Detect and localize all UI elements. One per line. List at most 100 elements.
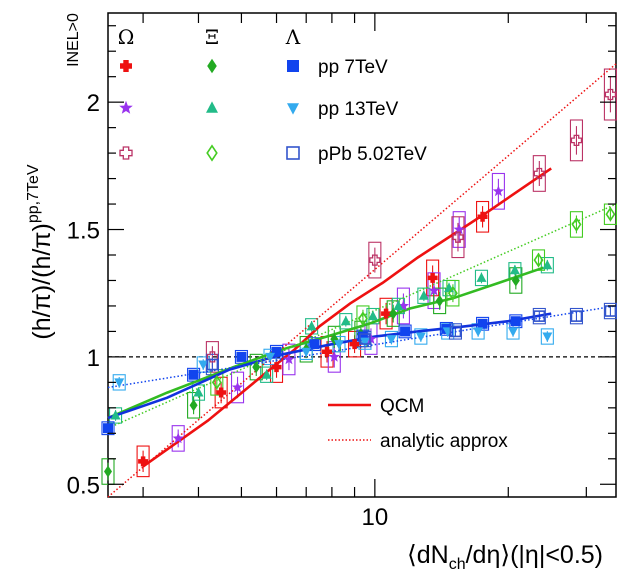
data-point — [473, 327, 484, 337]
systematic-box — [426, 259, 440, 297]
data-point — [193, 387, 204, 397]
systematic-box — [491, 172, 505, 210]
systematic-box — [230, 371, 245, 404]
data-point — [114, 378, 125, 388]
x-axis-title-open: ⟨dN — [407, 541, 449, 569]
data-point — [492, 185, 505, 197]
data-point — [452, 231, 464, 243]
systematic-box — [540, 328, 554, 345]
data-point — [309, 339, 320, 350]
data-point — [349, 339, 360, 350]
legend-marker — [287, 103, 299, 115]
data-point — [367, 310, 378, 321]
data-point — [542, 332, 553, 343]
y-axis-title: (h/π)/(h/π)pp,7TeV — [25, 164, 56, 339]
data-point — [389, 307, 398, 320]
data-point — [447, 285, 458, 301]
data-point — [533, 252, 544, 268]
systematic-box — [366, 307, 380, 325]
systematic-box — [569, 211, 584, 238]
data-point — [357, 331, 368, 342]
y-axis-title-subscript: INEL>0 — [65, 13, 82, 67]
data-point — [189, 399, 198, 412]
data-point — [206, 351, 219, 363]
data-point — [509, 264, 520, 275]
legend-marker — [206, 144, 218, 162]
data-point — [477, 211, 488, 222]
systematic-box — [569, 307, 584, 325]
data-point — [381, 308, 392, 319]
data-point — [333, 340, 344, 350]
systematic-box — [446, 279, 460, 307]
systematic-box — [384, 330, 398, 348]
data-point — [449, 325, 462, 338]
legend-header-omega: Ω — [118, 25, 135, 49]
x-axis-title-sub: ch — [449, 556, 466, 573]
data-point — [216, 387, 227, 398]
data-point — [397, 299, 410, 311]
data-point — [453, 223, 465, 235]
qcm-curve — [142, 167, 552, 468]
systematic-box — [101, 421, 115, 436]
data-point — [510, 316, 521, 327]
data-point — [542, 259, 553, 270]
data-point — [435, 294, 444, 307]
legend-label-analytic: analytic approx — [380, 431, 508, 452]
analytic-approx-curve — [107, 63, 617, 498]
data-point — [393, 300, 404, 310]
legend-label-pp7: pp 7TeV — [318, 57, 388, 78]
legend-marker — [119, 146, 133, 160]
data-point — [322, 346, 333, 357]
data-point — [357, 311, 368, 327]
data-point — [533, 310, 546, 322]
data-point — [476, 272, 487, 282]
x-axis-title-rest: /dη⟩(|η|<0.5) — [466, 541, 603, 569]
y-tick-label: 1.5 — [67, 218, 100, 245]
data-point — [188, 369, 199, 380]
data-point — [198, 360, 209, 371]
data-point — [604, 88, 617, 101]
systematic-box — [339, 313, 353, 330]
legend-marker — [287, 60, 299, 72]
y-axis-title-sup: pp,7TeV — [25, 164, 42, 223]
data-point — [264, 352, 275, 363]
analytic-approx-curve — [107, 203, 617, 429]
legend-marker — [119, 100, 133, 114]
data-point — [386, 335, 397, 345]
data-point — [328, 350, 340, 362]
systematic-box — [476, 200, 490, 233]
systematic-box — [603, 302, 617, 320]
legend-marker — [120, 60, 132, 72]
data-point — [533, 167, 545, 180]
data-point — [359, 337, 370, 348]
legend-label-ppb: pPb 5.02TeV — [318, 144, 427, 165]
systematic-box — [368, 241, 382, 279]
data-point — [172, 432, 184, 444]
data-point — [211, 374, 222, 390]
systematic-box — [451, 216, 465, 259]
systematic-box — [214, 376, 228, 409]
data-point — [110, 409, 121, 420]
data-point — [511, 274, 520, 287]
data-point — [261, 369, 272, 379]
systematic-box — [540, 256, 554, 274]
data-point — [369, 254, 381, 266]
legend-marker — [206, 101, 218, 113]
data-point — [283, 353, 295, 365]
legend-marker — [207, 58, 217, 74]
data-point — [570, 134, 583, 147]
data-point — [418, 290, 429, 300]
data-point — [427, 272, 438, 283]
legend-label-qcm: QCM — [380, 396, 424, 417]
data-point — [138, 456, 149, 467]
data-point — [206, 358, 219, 371]
data-point — [508, 327, 519, 337]
systematic-box — [187, 392, 201, 419]
legend-label-pp13: pp 13TeV — [318, 99, 399, 120]
y-tick-label: 0.5 — [67, 472, 100, 499]
data-point — [231, 381, 244, 393]
data-point — [252, 361, 261, 374]
data-point — [571, 216, 582, 232]
data-point — [477, 318, 488, 329]
